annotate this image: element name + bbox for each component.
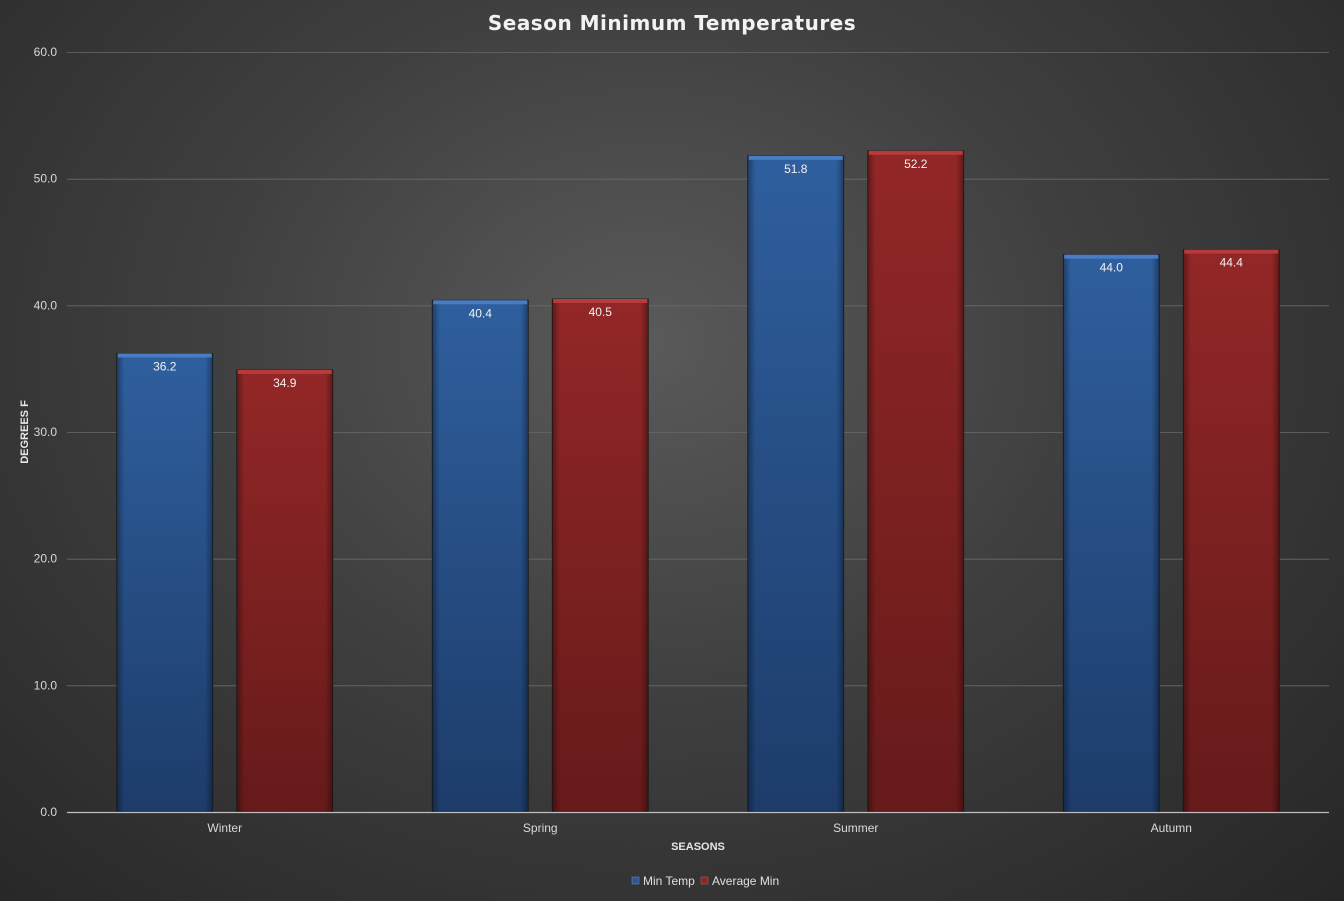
x-tick-label-summer: Summer bbox=[833, 821, 878, 835]
data-labels: 36.2 34.9 40.4 40.5 51.8 52.2 44.0 44.4 bbox=[153, 157, 1243, 390]
bar-shading bbox=[1183, 249, 1280, 813]
x-axis-ticks: Winter Spring Summer Autumn bbox=[207, 821, 1192, 835]
y-axis-title: DEGREES F bbox=[19, 400, 31, 464]
y-axis-ticks: 0.0 10.0 20.0 30.0 40.0 50.0 60.0 bbox=[34, 45, 58, 819]
y-tick-label: 0.0 bbox=[40, 805, 57, 819]
data-label-average-min-winter: 34.9 bbox=[273, 376, 297, 390]
legend-label-min-temp: Min Temp bbox=[643, 874, 695, 888]
legend-label-average-min: Average Min bbox=[712, 874, 779, 888]
legend: Min Temp Average Min bbox=[631, 874, 779, 888]
bar-top-cap bbox=[1184, 249, 1279, 254]
data-label-min-temp-spring: 40.4 bbox=[469, 306, 493, 320]
y-tick-label: 30.0 bbox=[34, 425, 58, 439]
y-tick-label: 10.0 bbox=[34, 678, 58, 692]
data-label-average-min-summer: 52.2 bbox=[904, 157, 928, 171]
bar-shading bbox=[552, 299, 649, 812]
bar-top-cap bbox=[237, 369, 332, 374]
bar-shading bbox=[1063, 254, 1160, 812]
bar-top-cap bbox=[553, 299, 648, 303]
bar-top-cap bbox=[433, 300, 528, 305]
bar-min-temp-summer bbox=[747, 155, 845, 813]
chart-title: Season Minimum Temperatures bbox=[488, 11, 856, 35]
bar-min-temp-spring bbox=[431, 299, 529, 813]
x-tick-label-winter: Winter bbox=[207, 821, 242, 835]
legend-swatch-average-min bbox=[700, 876, 709, 885]
bar-shading bbox=[747, 155, 844, 812]
data-label-min-temp-summer: 51.8 bbox=[784, 162, 808, 176]
data-label-average-min-spring: 40.5 bbox=[589, 305, 613, 319]
bar-average-min-autumn bbox=[1182, 249, 1280, 813]
bar-top-cap bbox=[748, 155, 843, 160]
bar-top-cap bbox=[1064, 254, 1159, 259]
bar-top-cap bbox=[868, 150, 963, 155]
bar-shading bbox=[867, 150, 964, 813]
bar-shading bbox=[432, 300, 529, 812]
y-tick-label: 40.0 bbox=[34, 298, 58, 312]
y-tick-label: 20.0 bbox=[34, 552, 58, 566]
bar-top-cap bbox=[117, 353, 212, 358]
y-tick-label: 50.0 bbox=[34, 172, 58, 186]
bar-average-min-summer bbox=[867, 150, 965, 813]
bar-average-min-spring bbox=[551, 298, 649, 813]
data-label-min-temp-winter: 36.2 bbox=[153, 359, 177, 373]
data-label-average-min-autumn: 44.4 bbox=[1220, 256, 1244, 270]
bar-average-min-winter bbox=[236, 369, 334, 813]
y-tick-label: 60.0 bbox=[34, 45, 58, 59]
bar-min-temp-winter bbox=[116, 353, 214, 813]
bar-shading bbox=[116, 353, 213, 812]
bar-shading bbox=[236, 369, 333, 812]
x-tick-label-spring: Spring bbox=[523, 821, 558, 835]
x-axis-title: SEASONS bbox=[671, 841, 725, 853]
data-label-min-temp-autumn: 44.0 bbox=[1100, 261, 1124, 275]
x-tick-label-autumn: Autumn bbox=[1151, 821, 1192, 835]
bars bbox=[116, 150, 1280, 813]
legend-swatch-min-temp bbox=[631, 876, 640, 885]
bar-min-temp-autumn bbox=[1062, 254, 1160, 813]
